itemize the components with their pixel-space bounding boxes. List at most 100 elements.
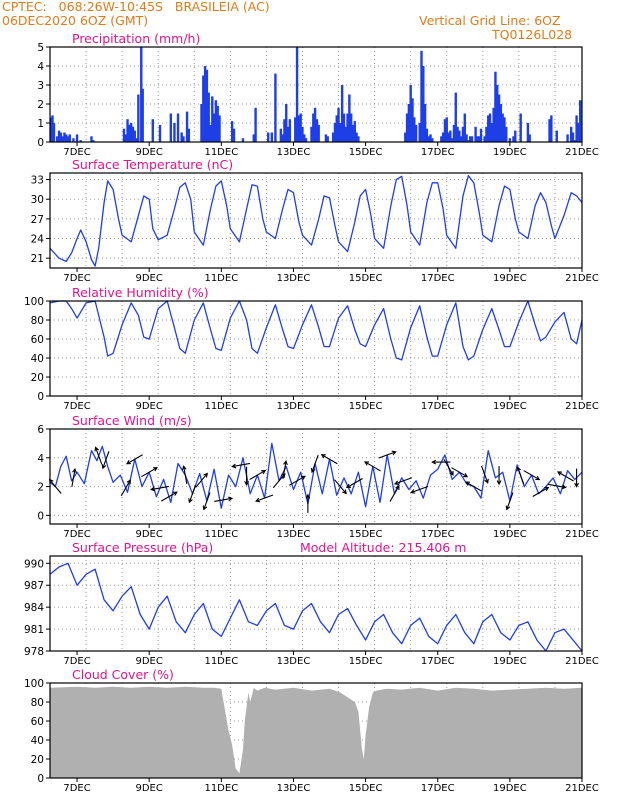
precip-bar xyxy=(310,126,313,142)
wind-arrow-shaft xyxy=(523,470,540,481)
precip-bar xyxy=(447,132,450,142)
rh-xtick-label: 7DEC xyxy=(63,401,90,412)
precip-bar xyxy=(211,96,214,142)
precip-bar xyxy=(65,134,68,142)
precip-bar xyxy=(569,126,573,142)
press-xtick-label: 13DEC xyxy=(277,656,311,667)
temp-panel-title: Surface Temperature (nC) xyxy=(72,157,233,172)
precip-bar xyxy=(566,134,569,142)
wind-arrow-head xyxy=(150,486,156,492)
wind-arrow-head xyxy=(574,482,579,488)
precip-bar xyxy=(285,104,288,142)
wind-arrow-head xyxy=(188,498,193,504)
precip-bar xyxy=(355,132,358,142)
precip-bar xyxy=(485,126,488,142)
wind-arrow-shaft xyxy=(311,454,319,473)
wind-arrow-shaft xyxy=(183,466,188,485)
header-grid-note: Vertical Grid Line: 6OZ xyxy=(419,13,561,28)
header-station: CPTEC: 068:26W-10:45S BRASILEIA (AC) xyxy=(2,0,270,14)
cloud-xtick-label: 19DEC xyxy=(493,783,527,794)
press-ytick-label: 987 xyxy=(24,580,44,592)
press-panel-frame xyxy=(49,555,583,652)
model-altitude-label: Model Altitude: 215.406 m xyxy=(300,540,466,555)
press-xtick-label: 9DEC xyxy=(135,656,162,667)
wind-arrow-head xyxy=(342,489,347,495)
wind-arrow-shaft xyxy=(141,467,158,478)
precip-bar xyxy=(129,123,133,142)
precip-bar xyxy=(348,94,351,142)
wind-arrow-head xyxy=(231,463,237,469)
precip-ytick-label: 0 xyxy=(37,137,44,149)
precip-bar xyxy=(344,126,347,142)
wind-arrow-head xyxy=(181,465,187,471)
wind-xtick-label: 9DEC xyxy=(135,529,162,540)
precip-bar xyxy=(326,136,329,142)
precip-bar xyxy=(342,113,346,142)
precip-bar xyxy=(478,136,481,142)
cloud-xtick-label: 9DEC xyxy=(135,783,162,794)
precip-ytick-label: 3 xyxy=(37,80,44,92)
precip-bar xyxy=(214,100,218,142)
precip-xtick-label: 15DEC xyxy=(349,147,383,158)
precip-bar xyxy=(422,66,425,142)
precip-bar xyxy=(407,104,411,142)
wind-arrow-head xyxy=(410,489,416,494)
wind-arrow-head xyxy=(202,505,208,511)
precip-panel-title: Precipitation (mm/h) xyxy=(72,31,200,46)
precip-bar xyxy=(205,69,209,142)
wind-arrow-shaft xyxy=(188,485,197,503)
precip-bar xyxy=(128,124,131,142)
wind-arrow-head xyxy=(391,450,397,456)
precip-bar xyxy=(335,115,338,142)
precip-bar xyxy=(571,132,575,142)
wind-arrow-shaft xyxy=(547,483,566,488)
wind-arrow-shaft xyxy=(506,492,514,510)
precip-bar xyxy=(461,126,465,142)
precip-bar xyxy=(151,119,154,142)
precip-bar xyxy=(52,123,56,142)
rh-xtick-label: 13DEC xyxy=(277,401,311,412)
precip-bar xyxy=(467,140,470,142)
precip-xtick-label: 21DEC xyxy=(565,147,599,158)
precip-bar xyxy=(301,126,304,142)
header-code: TQ0126L028 xyxy=(492,27,573,42)
precip-xtick-label: 17DEC xyxy=(421,147,455,158)
precip-bar xyxy=(351,124,355,142)
wind-series-line xyxy=(49,442,583,509)
precip-bar xyxy=(349,113,353,142)
precip-bar xyxy=(267,132,270,142)
precip-xtick-label: 9DEC xyxy=(135,147,162,158)
wind-ytick-label: 6 xyxy=(37,424,44,436)
press-xtick-label: 19DEC xyxy=(493,656,527,667)
precip-bar xyxy=(216,105,219,142)
precip-ytick-label: 5 xyxy=(37,42,44,54)
precip-bar xyxy=(66,136,70,142)
wind-arrow-head xyxy=(305,493,311,499)
precip-bar xyxy=(526,123,530,142)
wind-ytick-label: 4 xyxy=(37,453,44,465)
wind-arrow-shaft xyxy=(334,479,347,494)
precip-bar xyxy=(573,140,576,142)
precip-bar xyxy=(463,113,466,142)
wind-arrow-head xyxy=(320,454,326,459)
temp-xtick-label: 17DEC xyxy=(421,273,455,284)
precip-bar xyxy=(297,115,301,142)
precip-bar xyxy=(90,136,93,142)
wind-arrow-shaft xyxy=(465,481,482,492)
cloud-xtick-label: 21DEC xyxy=(565,783,599,794)
wind-arrow-head xyxy=(125,460,131,465)
wind-arrow-shaft xyxy=(346,478,363,488)
wind-arrow-shaft xyxy=(126,454,143,465)
precip-bar xyxy=(92,140,95,142)
precip-bar xyxy=(474,126,477,142)
temp-xtick-label: 11DEC xyxy=(204,273,238,284)
precip-bar xyxy=(140,47,143,142)
precip-bar xyxy=(313,107,317,142)
precip-bar xyxy=(497,94,501,142)
rh-ytick-label: 20 xyxy=(31,372,44,384)
wind-arrow-shaft xyxy=(214,497,233,502)
precip-bar xyxy=(479,128,483,142)
wind-arrow-shaft xyxy=(151,485,169,491)
cloud-xtick-label: 7DEC xyxy=(63,783,90,794)
precip-bar xyxy=(340,85,344,142)
